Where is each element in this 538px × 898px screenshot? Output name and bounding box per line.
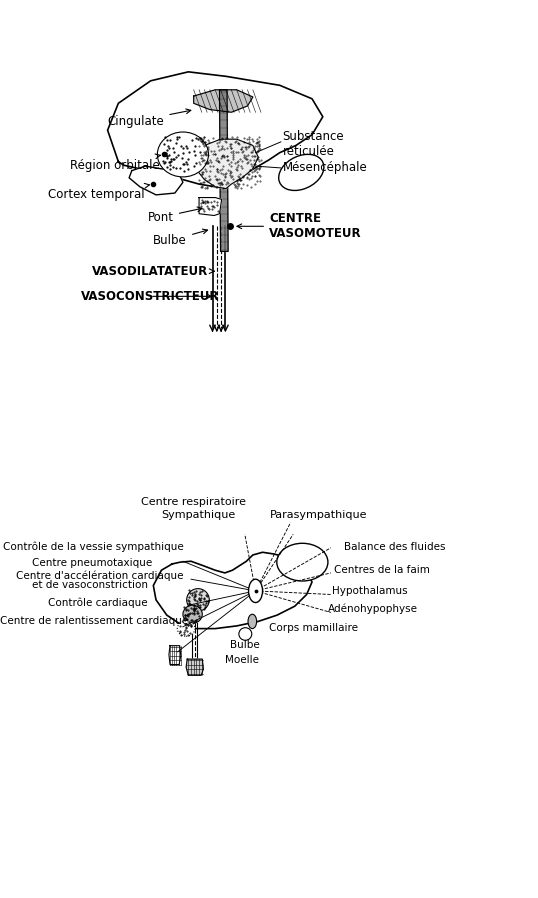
Text: Corps mamillaire: Corps mamillaire <box>269 623 358 633</box>
Text: Substance
réticulée: Substance réticulée <box>282 129 344 158</box>
Text: CENTRE
VASOMOTEUR: CENTRE VASOMOTEUR <box>237 212 362 241</box>
Ellipse shape <box>187 589 209 611</box>
Text: Pont: Pont <box>148 207 202 224</box>
Text: Sympathique: Sympathique <box>161 510 236 520</box>
Text: Bulbe: Bulbe <box>230 640 260 650</box>
Text: Bulbe: Bulbe <box>153 229 208 247</box>
Ellipse shape <box>177 621 195 636</box>
Polygon shape <box>194 90 253 112</box>
Text: Centre d'accélération cardiaque: Centre d'accélération cardiaque <box>16 571 183 581</box>
Text: Centre de ralentissement cardiaque: Centre de ralentissement cardiaque <box>0 616 188 626</box>
Ellipse shape <box>239 628 252 640</box>
Polygon shape <box>108 72 323 187</box>
Polygon shape <box>129 166 183 195</box>
Circle shape <box>249 579 263 603</box>
Polygon shape <box>220 90 228 251</box>
Circle shape <box>248 614 257 629</box>
Text: VASODILATATEUR: VASODILATATEUR <box>91 265 214 277</box>
Text: Contrôle de la vessie sympathique: Contrôle de la vessie sympathique <box>3 541 183 551</box>
Text: Centre respiratoire: Centre respiratoire <box>141 497 246 506</box>
Polygon shape <box>169 646 181 665</box>
Ellipse shape <box>183 605 202 623</box>
Text: Moelle: Moelle <box>225 655 259 665</box>
Text: Centre pneumotaxique: Centre pneumotaxique <box>32 558 153 568</box>
Text: Balance des fluides: Balance des fluides <box>344 541 446 551</box>
Text: Mésencéphale: Mésencéphale <box>282 162 367 174</box>
Text: Parasympathique: Parasympathique <box>270 510 367 520</box>
Text: Centres de la faim: Centres de la faim <box>334 565 429 575</box>
Text: Hypothalamus: Hypothalamus <box>332 586 408 596</box>
Polygon shape <box>199 198 222 216</box>
Ellipse shape <box>279 154 324 190</box>
Polygon shape <box>186 659 203 675</box>
Text: Cortex temporal: Cortex temporal <box>48 183 150 201</box>
Ellipse shape <box>277 543 328 581</box>
Text: Contrôle cardiaque: Contrôle cardiaque <box>48 598 148 608</box>
Text: VASOCONSTRICTEUR: VASOCONSTRICTEUR <box>81 290 219 303</box>
Polygon shape <box>153 552 312 629</box>
Ellipse shape <box>157 132 209 177</box>
Text: et de vasoconstriction: et de vasoconstriction <box>32 580 148 590</box>
Text: Région orbitale: Région orbitale <box>70 154 160 172</box>
Text: Cingulate: Cingulate <box>108 109 191 128</box>
Polygon shape <box>194 139 258 189</box>
Text: Adénohypophyse: Adénohypophyse <box>328 604 418 614</box>
